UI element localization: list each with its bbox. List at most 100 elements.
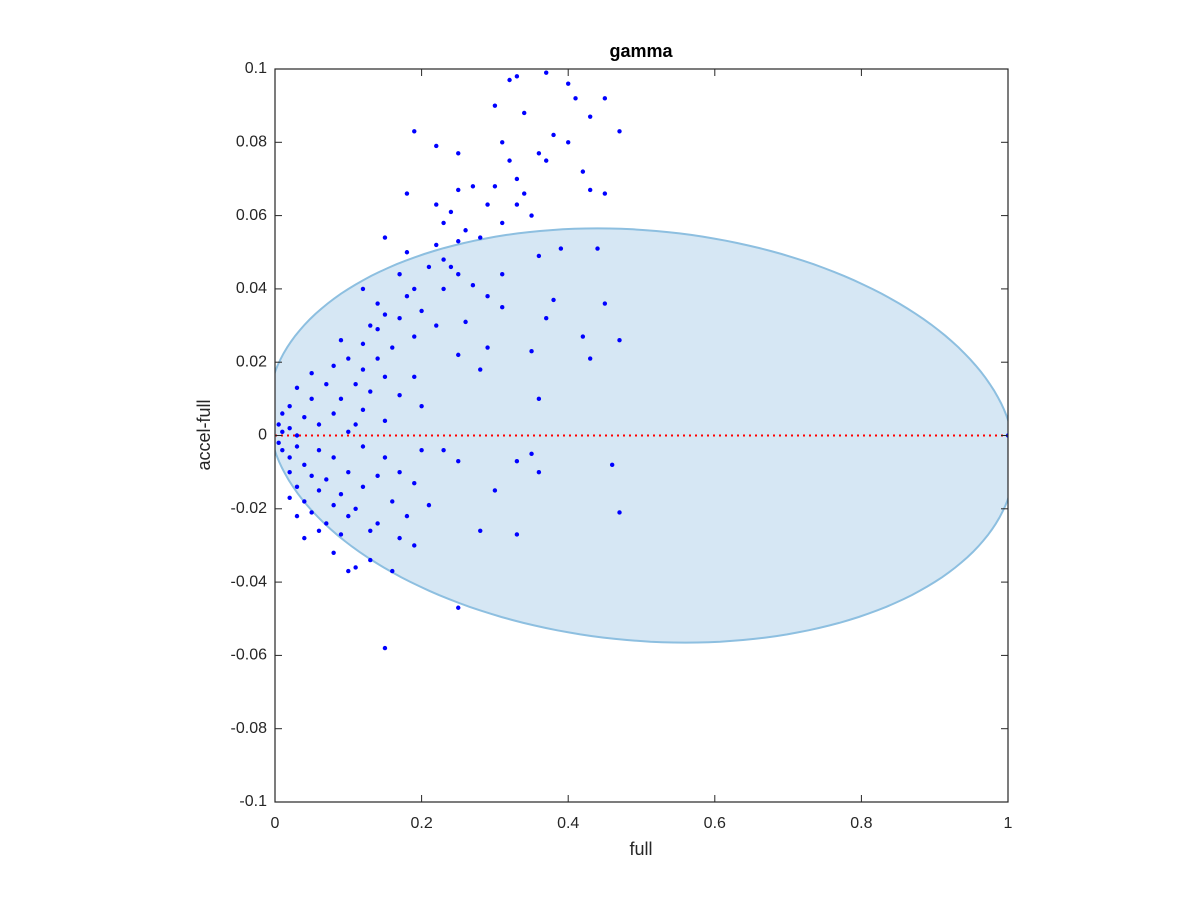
point [463, 228, 468, 233]
point [324, 521, 329, 526]
point [353, 565, 358, 570]
point [456, 187, 461, 193]
point [287, 495, 292, 501]
point [331, 502, 336, 508]
chart-title: gamma [609, 41, 673, 61]
point [276, 422, 281, 427]
point [522, 110, 527, 116]
point [346, 469, 351, 475]
point [382, 645, 388, 651]
point [456, 272, 461, 277]
point [294, 385, 300, 391]
point [500, 220, 505, 226]
point [478, 528, 483, 533]
point [397, 316, 402, 321]
x-tick-label: 0.6 [704, 815, 726, 832]
point [375, 521, 380, 526]
point [426, 264, 432, 270]
point [331, 363, 336, 369]
point [375, 356, 380, 361]
point [412, 543, 417, 548]
point [478, 235, 483, 240]
point [580, 334, 586, 339]
point [412, 480, 417, 486]
point [617, 129, 622, 134]
point [595, 246, 600, 251]
point [514, 74, 520, 79]
point [294, 433, 300, 438]
point [353, 506, 358, 511]
point [353, 422, 358, 427]
point [382, 455, 388, 460]
point [338, 338, 344, 343]
y-tick-label: 0.04 [236, 280, 267, 297]
point [309, 396, 314, 402]
point [492, 488, 498, 493]
point [426, 502, 432, 508]
point [382, 418, 388, 424]
point [360, 484, 366, 490]
point [397, 535, 402, 541]
point [302, 462, 307, 468]
point [463, 319, 468, 325]
point [397, 469, 402, 475]
point [500, 272, 505, 277]
point [331, 411, 336, 416]
point [514, 202, 520, 207]
point [404, 513, 410, 519]
point [470, 184, 476, 189]
point [316, 447, 322, 453]
point [287, 425, 292, 431]
point [287, 469, 292, 475]
point [324, 381, 329, 387]
point [441, 286, 446, 292]
point [500, 305, 505, 310]
point [551, 132, 556, 138]
point [360, 444, 366, 449]
point [338, 396, 344, 402]
point [573, 96, 578, 101]
point [382, 312, 388, 317]
point [529, 213, 534, 218]
point [587, 356, 593, 361]
x-tick-label: 1 [1004, 815, 1013, 832]
point [536, 253, 542, 259]
point [522, 191, 527, 196]
point [390, 568, 395, 574]
point [485, 345, 490, 350]
point [434, 323, 439, 328]
point [419, 447, 424, 453]
point [338, 491, 344, 497]
point [587, 187, 593, 193]
point [587, 114, 593, 119]
point [536, 151, 542, 156]
point [514, 176, 520, 182]
point [412, 374, 417, 380]
point [478, 367, 483, 372]
point [441, 257, 446, 262]
point [324, 477, 329, 482]
point [309, 510, 314, 515]
y-tick-label: 0 [258, 427, 267, 444]
y-tick-label: 0.06 [236, 207, 267, 224]
point [346, 429, 351, 435]
point [294, 484, 300, 490]
point [360, 341, 366, 347]
point [346, 356, 351, 361]
point [434, 202, 439, 207]
point [456, 458, 461, 464]
point [441, 447, 446, 453]
point [419, 308, 424, 314]
point [390, 345, 395, 350]
point [580, 169, 586, 174]
point [404, 250, 410, 255]
point [434, 143, 439, 149]
point [448, 264, 454, 270]
point [338, 532, 344, 537]
x-tick-label: 0.2 [410, 815, 432, 832]
point [280, 447, 285, 453]
point [514, 532, 520, 537]
point [485, 294, 490, 299]
point [617, 338, 622, 343]
point [544, 316, 549, 321]
